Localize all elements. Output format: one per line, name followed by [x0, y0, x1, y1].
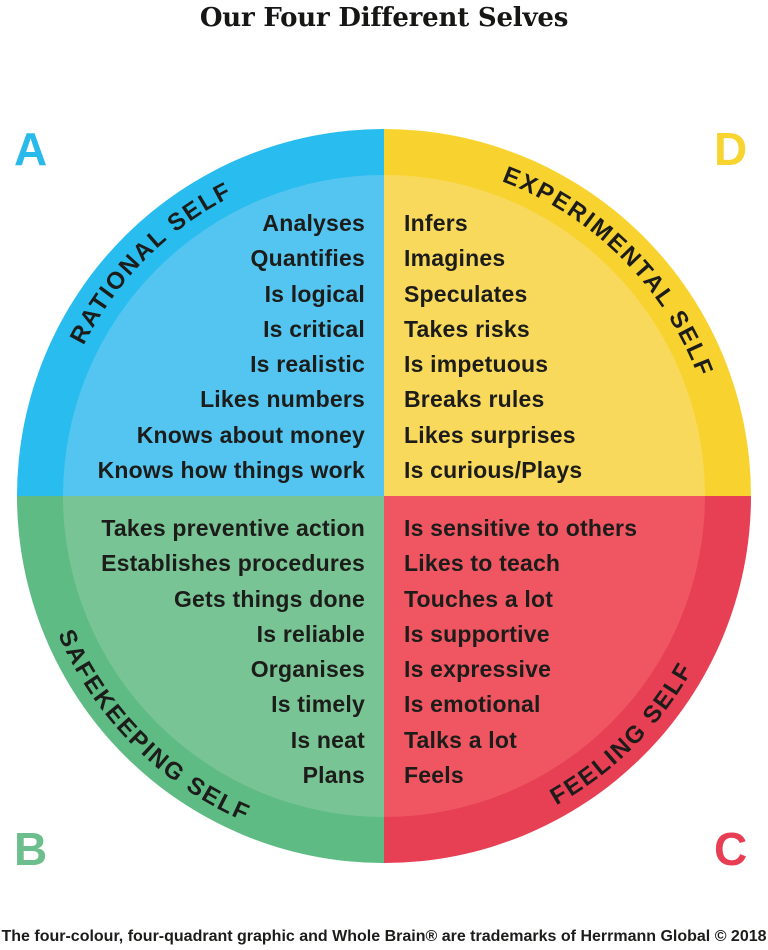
trait-item: Plans	[302, 762, 365, 789]
trait-item: Establishes procedures	[101, 550, 365, 577]
trait-item: Is sensitive to others	[404, 515, 638, 541]
trait-item: Is realistic	[250, 351, 365, 378]
trait-item: Is curious/Plays	[404, 457, 583, 484]
trait-item: Is critical	[263, 315, 365, 342]
quadrant-b-inner-disc	[63, 496, 384, 817]
footer-trademark: The four-colour, four-quadrant graphic a…	[1, 928, 767, 945]
trait-item: Is logical	[264, 280, 365, 307]
trait-item: Touches a lot	[404, 585, 554, 612]
quadrant-c-inner-disc	[384, 496, 705, 817]
trait-item: Is supportive	[404, 620, 550, 647]
trait-item: Gets things done	[173, 585, 365, 612]
quadrant-a-inner-disc	[63, 175, 384, 496]
trait-item: Is expressive	[404, 656, 552, 683]
trait-item: Breaks rules	[404, 386, 545, 413]
trait-item: Feels	[404, 762, 464, 789]
trait-item: Knows about money	[136, 421, 365, 448]
trait-item: Takes risks	[404, 315, 530, 342]
quadrant-a-trait-list: Analyses Quantifies Is logical Is critic…	[0, 206, 365, 488]
quadrant-d-trait-list: Infers Imagines Speculates Takes risks I…	[404, 206, 766, 488]
quadrant-b-letter: B	[14, 823, 48, 875]
trait-item: Likes surprises	[404, 421, 576, 448]
trait-item: Is impetuous	[404, 351, 549, 378]
quadrant-a-letter: A	[14, 123, 48, 175]
trait-item: Talks a lot	[404, 726, 517, 753]
trait-item: Quantifies	[250, 245, 365, 272]
trait-item: Imagines	[404, 245, 506, 272]
trait-item: Is reliable	[256, 620, 365, 647]
trait-item: Likes numbers	[200, 386, 365, 413]
page-title: Our Four Different Selves	[199, 3, 569, 33]
quadrant-b-trait-list: Takes preventive action Establishes proc…	[0, 511, 365, 793]
trait-item: Organises	[250, 656, 365, 683]
quadrant-c-trait-list: Is sensitive to others Likes to teach To…	[404, 511, 766, 793]
trait-item: Likes to teach	[404, 550, 561, 577]
trait-item: Infers	[404, 210, 468, 236]
trait-item: Takes preventive action	[101, 515, 365, 541]
trait-item: Speculates	[404, 280, 528, 307]
trait-item: Analyses	[262, 210, 365, 236]
trait-item: Knows how things work	[97, 457, 365, 484]
quadrant-d-letter: D	[714, 123, 748, 175]
quadrant-d-inner-disc	[384, 175, 705, 496]
quadrant-c-letter: C	[714, 823, 748, 875]
trait-item: Is neat	[290, 726, 365, 753]
trait-item: Is timely	[271, 691, 365, 718]
trait-item: Is emotional	[404, 691, 541, 718]
